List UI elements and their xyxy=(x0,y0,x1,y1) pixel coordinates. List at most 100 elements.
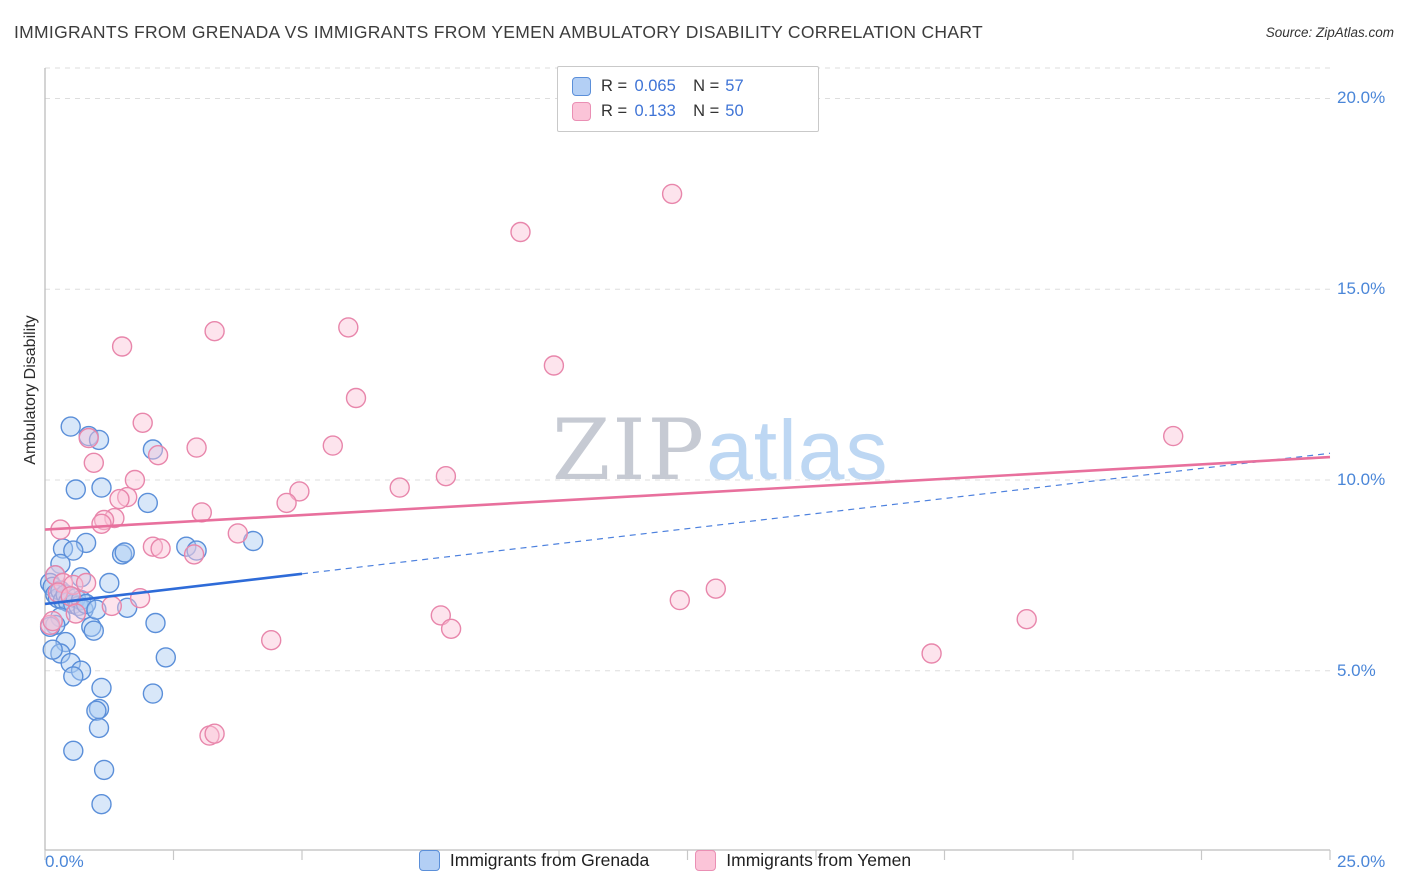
scatter-point-yemen xyxy=(91,513,112,534)
scatter-point-yemen xyxy=(101,595,123,617)
legend-row-grenada: R = 0.065 N = 57 xyxy=(572,77,804,96)
scatter-point-grenada xyxy=(75,532,97,554)
scatter-point-grenada xyxy=(63,540,84,561)
scatter-point-grenada xyxy=(91,794,112,815)
scatter-point-yemen xyxy=(183,544,205,565)
r-label: R = xyxy=(601,102,628,120)
scatter-point-grenada xyxy=(63,740,84,761)
legend-row-yemen: R = 0.133 N = 50 xyxy=(572,102,804,121)
y-tick-label-10: 10.0% xyxy=(1337,470,1386,489)
scatter-point-yemen xyxy=(39,614,61,636)
scatter-point-grenada xyxy=(145,612,166,634)
y-tick-label-5: 5.0% xyxy=(1337,661,1376,680)
scatter-point-yemen xyxy=(430,605,451,626)
scatter-point-grenada xyxy=(155,647,177,668)
scatter-point-yemen xyxy=(1016,609,1037,630)
scatter-point-yemen xyxy=(204,321,225,342)
scatter-point-yemen xyxy=(261,630,282,651)
scatter-point-yemen xyxy=(104,507,125,529)
scatter-point-yemen xyxy=(42,610,63,632)
legend-label-grenada: Immigrants from Grenada xyxy=(449,850,650,870)
scatter-point-yemen xyxy=(276,492,297,514)
watermark-zip: ZIP xyxy=(552,401,707,499)
scatter-point-yemen xyxy=(78,427,99,449)
n-label: N = xyxy=(693,77,720,95)
r-value-grenada: 0.065 xyxy=(634,77,676,95)
yemen-swatch-icon xyxy=(695,850,717,871)
scatter-point-yemen xyxy=(669,589,690,611)
scatter-chart: ZIPatlas Ambulatory Disability 20.0% 15.… xyxy=(0,50,1406,871)
scatter-point-grenada xyxy=(86,599,107,620)
trendline-grenada-dashed xyxy=(301,452,1331,575)
r-label: R = xyxy=(601,77,628,95)
x-axis-min-label: 0.0% xyxy=(45,852,84,871)
x-axis-max-label: 25.0% xyxy=(1337,852,1386,871)
watermark-atlas: atlas xyxy=(706,403,889,497)
n-label: N = xyxy=(693,102,720,120)
grenada-swatch-icon xyxy=(572,77,591,96)
scatter-point-yemen xyxy=(75,572,97,594)
scatter-point-yemen xyxy=(132,412,153,433)
correlation-legend-box: R = 0.065 N = 57 R = 0.133 N = 50 xyxy=(557,66,819,132)
chart-canvas xyxy=(39,67,1331,860)
scatter-point-yemen xyxy=(45,565,66,586)
scatter-point-yemen xyxy=(510,221,531,243)
scatter-point-yemen xyxy=(338,317,359,338)
scatter-point-yemen xyxy=(83,452,105,473)
n-value-yemen: 50 xyxy=(725,102,744,120)
y-tick-label-20: 20.0% xyxy=(1337,88,1386,107)
scatter-point-yemen xyxy=(921,643,942,664)
source-attribution: Source: ZipAtlas.com xyxy=(1265,25,1394,40)
scatter-point-yemen xyxy=(147,445,169,466)
legend-label-yemen: Immigrants from Yemen xyxy=(726,850,912,870)
n-value-grenada: 57 xyxy=(725,77,744,95)
scatter-point-yemen xyxy=(109,488,130,510)
r-value-yemen: 0.133 xyxy=(634,102,676,120)
scatter-point-grenada xyxy=(176,536,197,557)
scatter-point-yemen xyxy=(116,486,138,508)
scatter-point-yemen xyxy=(661,183,683,205)
y-axis-title: Ambulatory Disability xyxy=(22,315,39,465)
scatter-point-yemen xyxy=(435,466,457,487)
scatter-point-yemen xyxy=(186,437,207,458)
scatter-point-grenada xyxy=(65,479,87,500)
scatter-point-yemen xyxy=(124,469,146,491)
scatter-point-yemen xyxy=(227,523,249,544)
yemen-swatch-icon xyxy=(572,102,591,121)
scatter-point-grenada xyxy=(99,572,120,594)
scatter-point-grenada xyxy=(137,492,159,514)
scatter-point-grenada xyxy=(91,677,112,699)
scatter-point-yemen xyxy=(150,538,171,559)
scatter-point-yemen xyxy=(1162,425,1184,447)
scatter-point-grenada xyxy=(83,620,105,641)
watermark: ZIPatlas xyxy=(552,408,889,492)
scatter-point-yemen xyxy=(543,355,565,376)
scatter-point-grenada xyxy=(114,542,135,563)
scatter-point-grenada xyxy=(91,477,112,498)
legend-item-grenada: Immigrants from Grenada xyxy=(418,850,650,871)
scatter-point-grenada xyxy=(86,700,107,721)
scatter-point-yemen xyxy=(389,477,410,498)
scatter-point-grenada xyxy=(63,666,84,687)
scatter-point-grenada xyxy=(93,759,115,781)
trendline-yemen xyxy=(44,455,1331,531)
scatter-point-grenada xyxy=(88,429,110,451)
trendline-grenada xyxy=(44,572,303,606)
series-legend: Immigrants from Grenada Immigrants from … xyxy=(0,850,1330,871)
scatter-point-grenada xyxy=(88,717,110,739)
scatter-point-grenada xyxy=(42,639,63,660)
scatter-point-yemen xyxy=(705,578,726,599)
scatter-point-grenada xyxy=(142,683,164,704)
grenada-swatch-icon xyxy=(418,850,440,871)
scatter-point-grenada xyxy=(55,631,76,653)
y-tick-label-15: 15.0% xyxy=(1337,279,1386,298)
scatter-point-yemen xyxy=(322,435,343,456)
scatter-point-yemen xyxy=(440,618,462,639)
page-title: IMMIGRANTS FROM GRENADA VS IMMIGRANTS FR… xyxy=(14,22,983,42)
scatter-point-grenada xyxy=(60,416,81,437)
scatter-point-yemen xyxy=(65,603,87,624)
scatter-point-yemen xyxy=(204,723,225,744)
legend-item-yemen: Immigrants from Yemen xyxy=(695,850,911,871)
scatter-point-yemen xyxy=(289,481,310,502)
